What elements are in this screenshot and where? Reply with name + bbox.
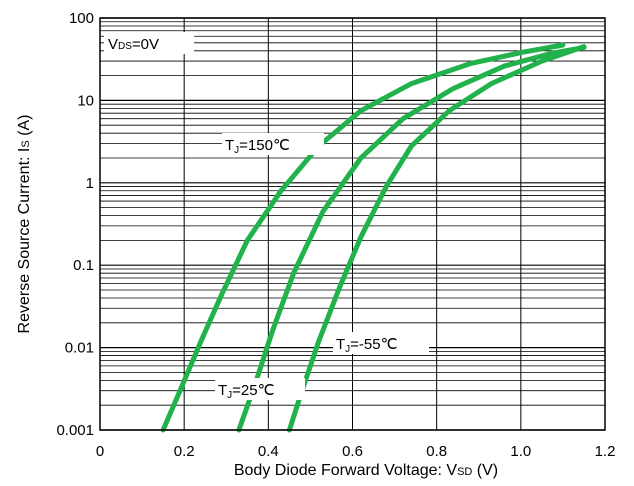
condition-label: VDS=0V	[108, 36, 159, 53]
y-tick-label: 10	[77, 92, 94, 109]
condition-annotation: VDS=0V	[104, 32, 194, 54]
series-label-tj-55: TJ=-55℃	[333, 332, 429, 355]
series-line	[160, 42, 566, 433]
y-tick-label: 0.1	[73, 257, 94, 274]
series-label-box	[333, 332, 429, 354]
x-tick-label: 0	[96, 443, 104, 460]
series-label-box	[215, 378, 305, 400]
x-tick-label: 0.8	[426, 443, 447, 460]
y-axis-label: Reverse Source Current: IS (A)	[16, 115, 33, 334]
series-label-text: TJ=150℃	[225, 137, 290, 156]
series-label-tj150: TJ=150℃	[222, 133, 324, 156]
series-line	[286, 44, 587, 433]
series-label-text: TJ=25℃	[218, 382, 274, 401]
x-tick-label: 0.2	[174, 443, 195, 460]
plot-frame	[99, 17, 606, 431]
y-tick-label: 0.001	[56, 422, 94, 439]
x-tick-label: 1.0	[510, 443, 531, 460]
x-tick-label: 0.6	[342, 443, 363, 460]
x-tick-label: 0.4	[258, 443, 279, 460]
x-tick-label: 1.2	[595, 443, 616, 460]
series-label-box	[222, 133, 324, 155]
series-label-text: TJ=-55℃	[336, 336, 397, 355]
series-label-tj25: TJ=25℃	[215, 378, 305, 401]
condition-box	[104, 32, 194, 54]
series-line	[236, 44, 587, 433]
tick-labels: 0 0.2 0.4 0.6 0.8 1.0 1.2 0.001 0.01 0.1 1 10 100	[56, 10, 615, 460]
x-axis-label: Body Diode Forward Voltage: VSD (V)	[234, 462, 498, 479]
y-tick-label: 1	[86, 175, 94, 192]
curves	[160, 42, 587, 433]
y-tick-label: 100	[69, 10, 94, 27]
y-tick-label: 0.01	[65, 340, 94, 357]
